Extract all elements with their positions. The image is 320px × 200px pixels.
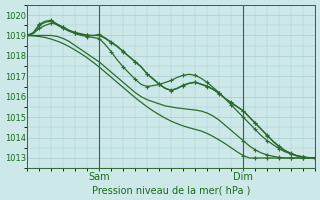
X-axis label: Pression niveau de la mer( hPa ): Pression niveau de la mer( hPa )	[92, 185, 251, 195]
